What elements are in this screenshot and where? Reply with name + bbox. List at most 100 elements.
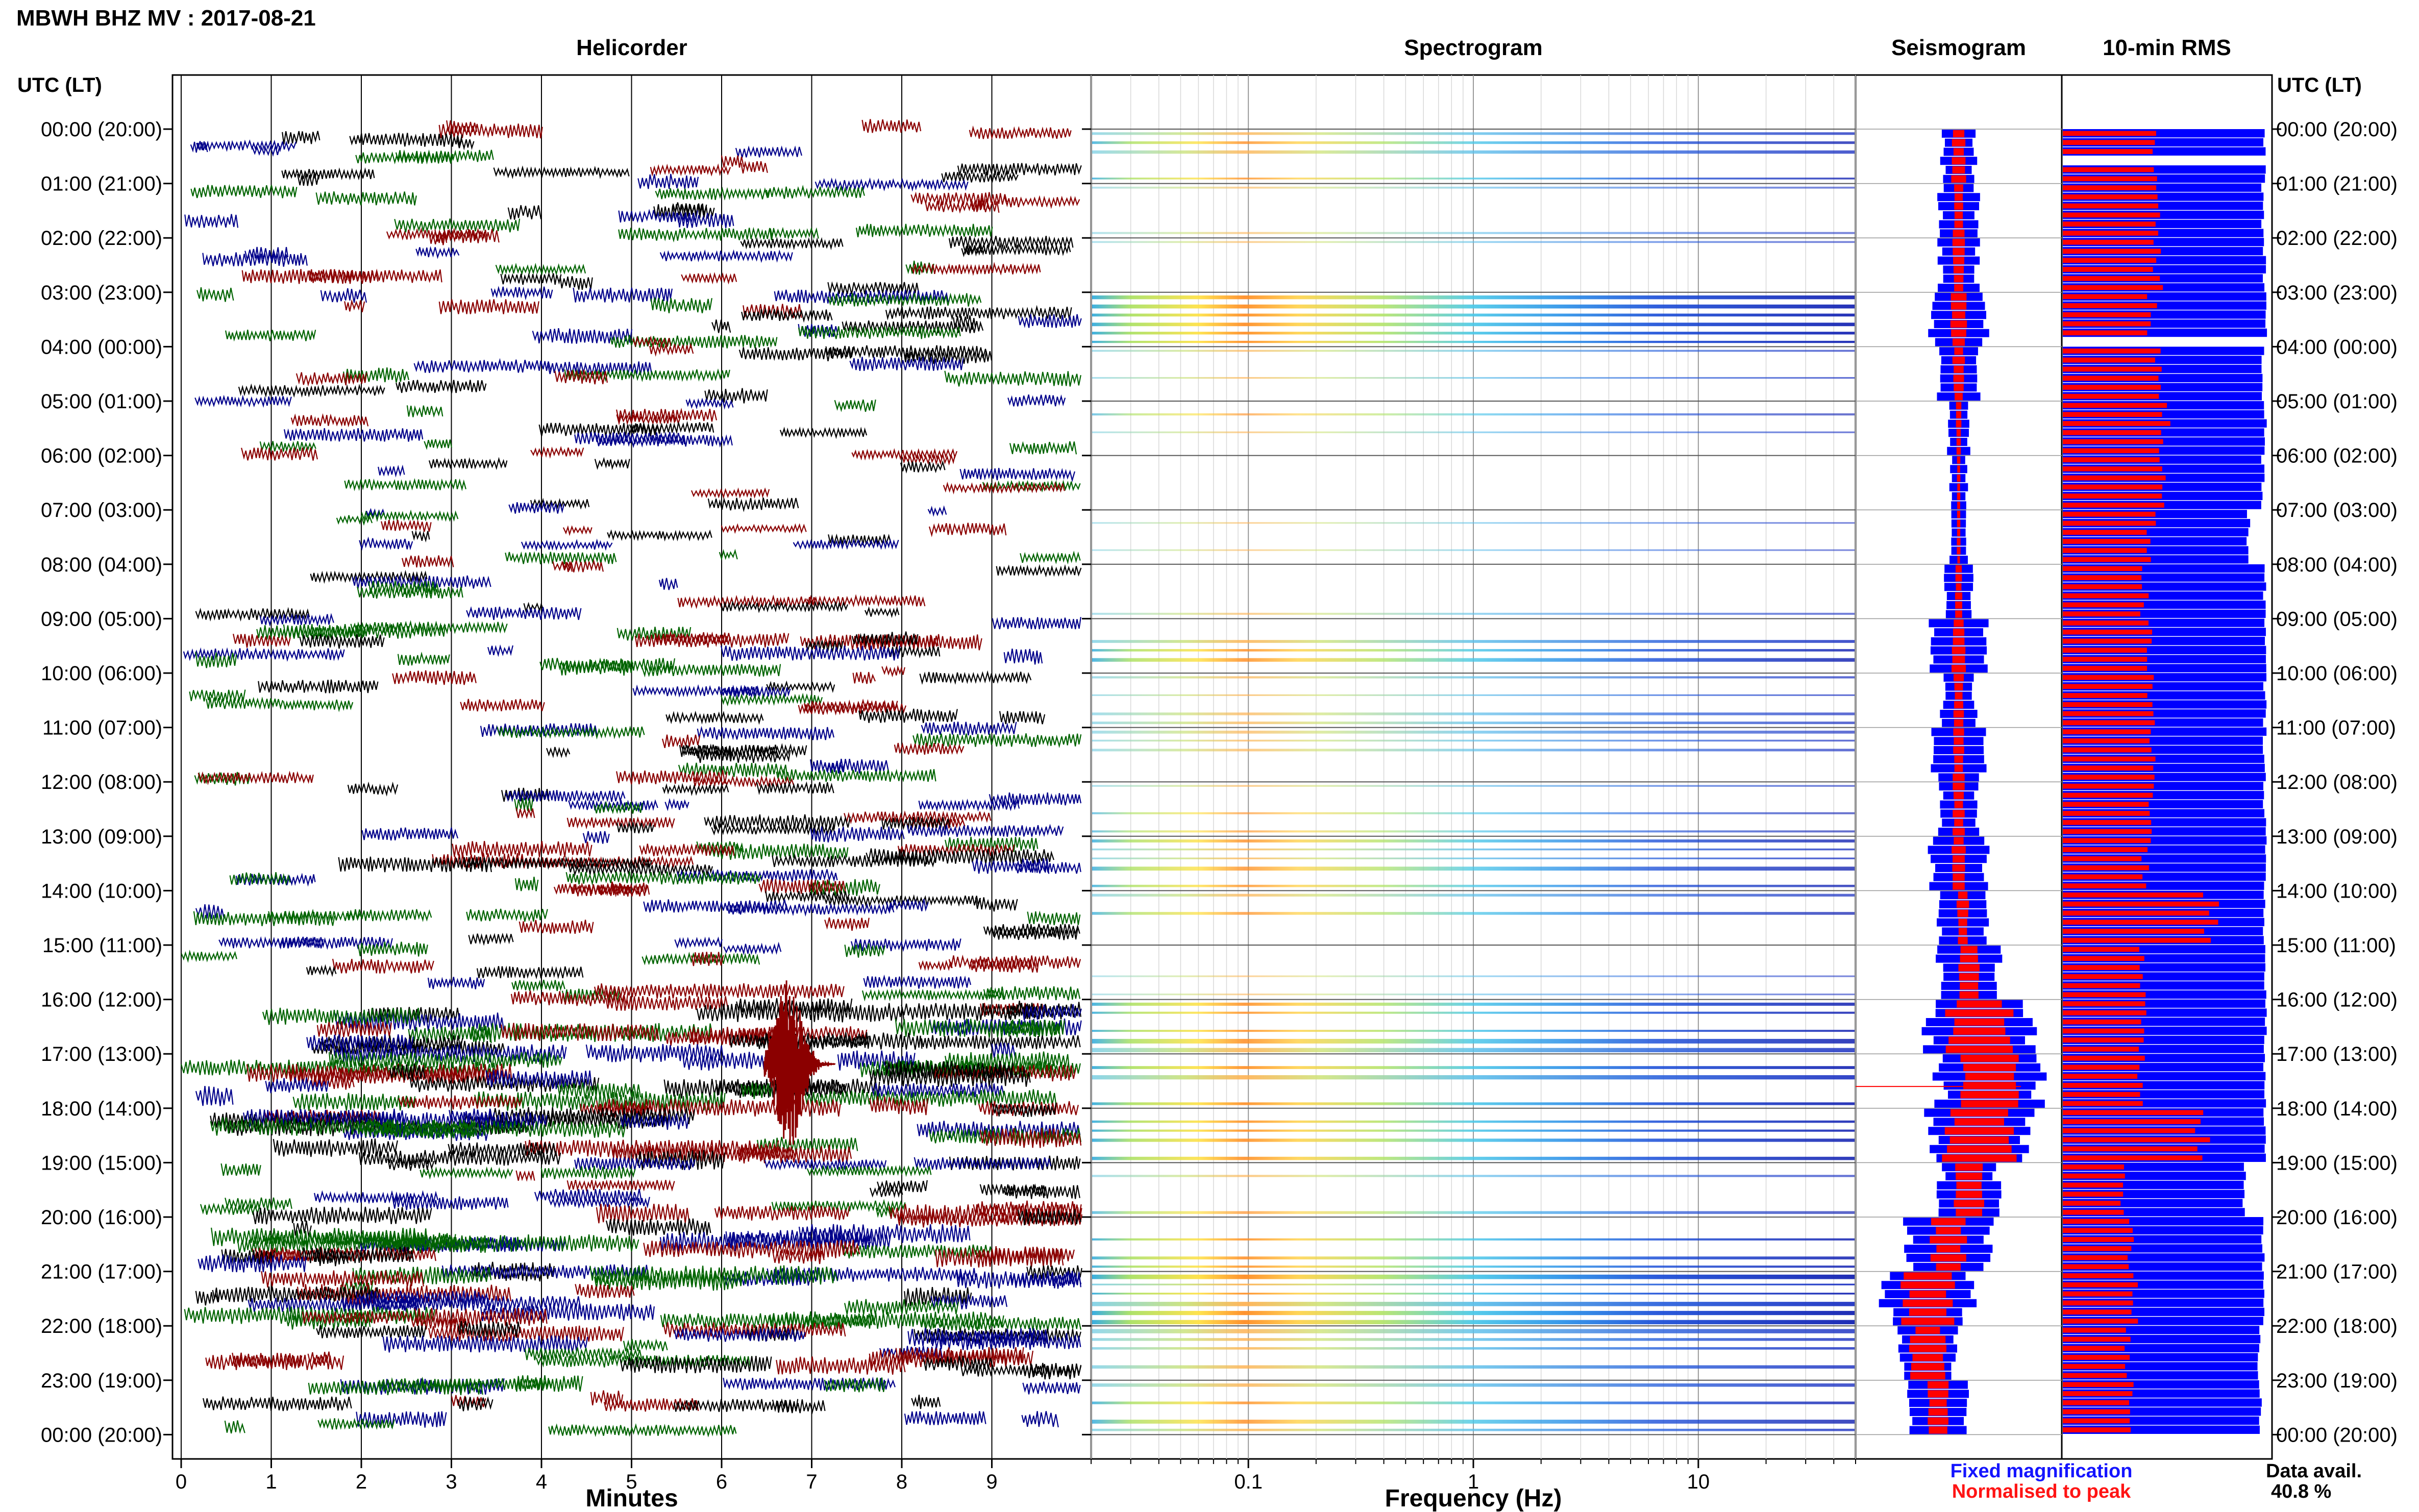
hour-label-right: 07:00 (03:00) — [2276, 499, 2398, 522]
helicorder-trace-segment — [457, 1321, 521, 1338]
helicorder-trace-segment — [594, 800, 643, 814]
minute-tick-label: 9 — [986, 1471, 997, 1493]
helicorder-trace-segment — [523, 602, 545, 613]
helicorder-trace-segment — [428, 1325, 624, 1342]
helicorder-trace-segment — [793, 537, 899, 551]
helicorder-trace-segment — [229, 872, 291, 886]
hour-label-right: 02:00 (22:00) — [2276, 227, 2398, 250]
seismogram-normalised-envelope — [1957, 502, 1960, 509]
rms-normalised-bar — [2063, 693, 2148, 698]
rms-normalised-bar — [2063, 167, 2154, 172]
seismogram-normalised-envelope — [1956, 1191, 1982, 1198]
seismogram-normalised-envelope — [1952, 846, 1966, 854]
helicorder-trace-segment — [776, 769, 936, 783]
rms-normalised-bar — [2063, 230, 2159, 236]
hour-label-left: 03:00 (23:00) — [41, 282, 162, 304]
minute-tick-label: 2 — [356, 1471, 367, 1493]
seismogram-normalised-envelope — [1936, 1245, 1961, 1253]
seismogram-normalised-envelope — [1953, 637, 1965, 645]
seismogram-normalised-envelope — [1957, 556, 1960, 564]
spectrogram-band — [1092, 1293, 1855, 1295]
minutes-axis-label: Minutes — [585, 1485, 678, 1512]
helicorder-trace-segment — [582, 831, 610, 844]
helicorder-trace-segment — [919, 1317, 1081, 1331]
helicorder-trace-segment — [914, 1157, 1052, 1170]
minute-tick-label: 3 — [446, 1471, 457, 1493]
seismogram-normalised-envelope — [1961, 1100, 2018, 1108]
helicorder-trace-segment — [721, 692, 823, 707]
hour-label-left: 10:00 (06:00) — [41, 662, 162, 685]
seismogram-normalised-envelope — [1960, 955, 1978, 962]
seismogram-normalised-envelope — [1959, 991, 1979, 999]
minute-tick-label: 7 — [806, 1471, 817, 1493]
helicorder-trace-segment — [957, 162, 1082, 176]
helicorder-trace-segment — [620, 1355, 772, 1374]
helicorder-trace-segment — [238, 383, 385, 398]
seismogram-normalised-envelope — [1957, 1000, 2002, 1008]
spectrogram-band — [1092, 1011, 1855, 1014]
seismogram-normalised-envelope — [1959, 973, 1979, 981]
spectrogram-band — [1092, 323, 1855, 327]
hour-label-right: 14:00 (10:00) — [2276, 880, 2398, 902]
helicorder-trace-segment — [918, 798, 1020, 812]
helicorder-trace-segment — [519, 920, 594, 934]
helicorder-trace-segment — [282, 131, 320, 145]
helicorder-trace-segment — [623, 1339, 668, 1352]
seismogram-normalised-envelope — [1928, 1381, 1949, 1389]
helicorder-trace-segment — [851, 631, 919, 647]
hour-label-right: 10:00 (06:00) — [2276, 662, 2398, 685]
helicorder-trace-segment — [181, 949, 237, 963]
seismogram-normalised-envelope — [1952, 311, 1965, 319]
seismogram-normalised-envelope — [1956, 1181, 1982, 1189]
helicorder-trace-segment — [241, 447, 318, 461]
seismogram-normalised-envelope — [1903, 1299, 1953, 1307]
spectrogram-band — [1092, 295, 1855, 300]
spectrogram-band — [1092, 350, 1855, 352]
spectrogram-band — [1092, 658, 1855, 662]
seismogram-normalised-envelope — [1960, 946, 1978, 953]
rms-normalised-bar — [2063, 665, 2148, 671]
helicorder-trace-segment — [650, 163, 731, 177]
rms-normalised-bar — [2063, 1083, 2143, 1088]
helicorder-trace-segment — [911, 1395, 941, 1409]
spectrogram-band — [1092, 1066, 1855, 1069]
helicorder-trace-segment — [711, 822, 835, 836]
hour-label-right: 20:00 (16:00) — [2276, 1206, 2398, 1229]
spectrogram-band — [1092, 1302, 1855, 1306]
spectrogram-band — [1092, 1338, 1855, 1341]
hour-label-right: 03:00 (23:00) — [2276, 282, 2398, 304]
seismogram-normalised-envelope — [1954, 1118, 2004, 1126]
spectrogram-band — [1092, 839, 1855, 842]
helicorder-trace-segment — [358, 1150, 561, 1166]
hour-label-left: 17:00 (13:00) — [41, 1043, 162, 1065]
rms-normalised-bar — [2063, 702, 2153, 707]
seismogram-normalised-envelope — [1953, 746, 1964, 754]
helicorder-trace-segment — [921, 721, 1017, 736]
spectrogram-band — [1092, 1428, 1855, 1431]
helicorder-trace-segment — [220, 1163, 261, 1176]
rms-normalised-bar — [2063, 294, 2148, 300]
minute-tick-label: 8 — [896, 1471, 907, 1493]
spectrogram-band — [1092, 1283, 1855, 1285]
rms-normalised-bar — [2063, 1055, 2145, 1061]
seismogram-normalised-envelope — [1953, 266, 1964, 274]
seismogram-normalised-envelope — [1931, 1218, 1966, 1225]
seismogram-normalised-envelope — [1953, 674, 1964, 681]
spectrogram-band — [1092, 866, 1855, 871]
helicorder-trace-segment — [918, 959, 953, 972]
seismogram-normalised-envelope — [1956, 447, 1961, 455]
rms-normalised-bar — [2063, 638, 2152, 644]
helicorder-trace-segment — [190, 141, 208, 153]
spectrogram-band — [1092, 232, 1855, 234]
seismogram-normalised-envelope — [1901, 1318, 1955, 1325]
seismogram-normalised-envelope — [1957, 465, 1960, 473]
rms-normalised-bar — [2063, 1064, 2140, 1070]
spectrogram-band — [1092, 848, 1855, 851]
rms-normalised-bar — [2063, 203, 2159, 209]
helicorder-trace-segment — [557, 1082, 641, 1099]
helicorder-trace-segment — [521, 538, 613, 552]
helicorder-trace-segment — [672, 202, 707, 215]
helicorder-event-trace — [763, 980, 836, 1146]
helicorder-trace-segment — [900, 460, 946, 474]
seismogram-normalised-envelope — [1954, 764, 1963, 772]
